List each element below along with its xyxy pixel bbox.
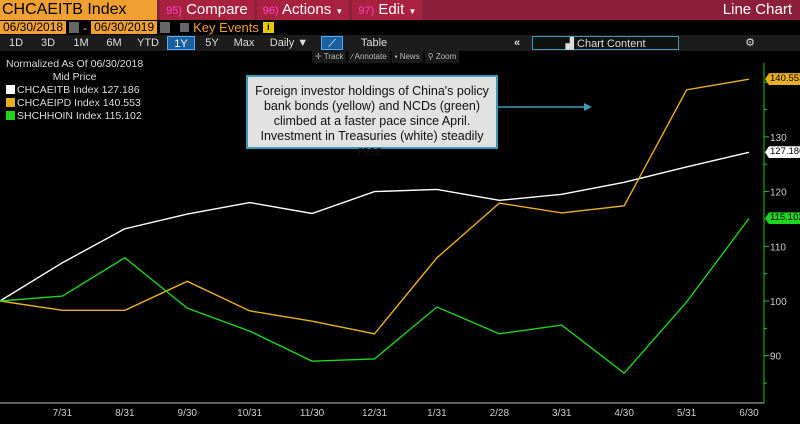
calendar-icon[interactable] (69, 22, 80, 33)
period-6m[interactable]: 6M (106, 37, 122, 49)
calendar-icon[interactable] (160, 22, 171, 33)
last-value-tag: 127.186 (765, 146, 800, 159)
title-bar: CHCAEITB Index 95) Compare 96) Actions ▼… (0, 0, 800, 20)
edit-num: 97) (358, 5, 375, 17)
annotate-label: Annotate (354, 52, 387, 61)
legend-swatch (6, 111, 15, 120)
line-chart-icon[interactable]: ⟋ (321, 36, 343, 50)
legend-name: SHCHHOIN Index (17, 110, 102, 122)
x-tick-label: 8/31 (115, 408, 135, 419)
compare-button[interactable]: 95) Compare (160, 0, 254, 20)
x-tick-label: 9/30 (178, 408, 198, 419)
frequency-dropdown[interactable]: Daily ▼ (269, 37, 309, 49)
x-tick-label: 1/31 (427, 408, 447, 419)
gear-icon[interactable]: ⚙ (745, 37, 755, 49)
legend-value: 127.186 (101, 84, 140, 96)
news-label: News (399, 52, 420, 61)
end-date-field[interactable]: 06/30/2019 (91, 21, 158, 34)
legend-item: SHCHHOIN Index 115.102 (6, 110, 143, 123)
period-5y[interactable]: 5Y (205, 37, 219, 49)
x-tick-label: 3/31 (552, 408, 572, 419)
table-button[interactable]: Table (360, 37, 388, 49)
actions-num: 96) (262, 5, 279, 17)
legend-swatch (6, 85, 15, 94)
chart-subtitle: Normalized As Of 06/30/2018 (6, 58, 144, 70)
track-label: Track (323, 52, 344, 61)
period-bar: 1D 3D 1M 6M YTD 1Y 5Y Max Daily ▼ ⟋ Table « ▟ C… (0, 35, 800, 51)
period-3d[interactable]: 3D (40, 37, 56, 49)
legend-item: CHCAEIPD Index 140.553 (6, 97, 143, 110)
legend: Normalized As Of 06/30/2018 Mid Price CH… (6, 58, 143, 123)
edit-label: Edit (378, 1, 405, 18)
info-icon[interactable]: i (262, 22, 274, 33)
period-1d[interactable]: 1D (8, 37, 24, 49)
chart-content-button[interactable]: ▟ Chart Content (532, 36, 679, 50)
actions-button[interactable]: 96) Actions ▼ (256, 0, 350, 20)
series-line-shchhoin (0, 217, 750, 375)
date-row: 06/30/2018 - 06/30/2019 Key Events i (0, 20, 800, 35)
arrow-head-icon (584, 103, 592, 111)
key-events-label: Key Events (193, 20, 259, 35)
x-tick-label: 12/31 (362, 408, 387, 419)
x-tick-label: 7/31 (53, 408, 73, 419)
legend-item: CHCAEITB Index 127.186 (6, 84, 143, 97)
actions-label: Actions (282, 1, 332, 18)
legend-name: CHCAEIPD Index (17, 97, 100, 109)
x-tick-label: 11/30 (300, 408, 325, 419)
y-tick-label: 90 (770, 352, 782, 363)
series-line-chcaeitb (0, 151, 750, 302)
y-tick-label: 100 (770, 297, 787, 308)
key-events-checkbox[interactable] (180, 23, 190, 32)
view-title: Line Chart (722, 1, 792, 18)
caret-down-icon: ▼ (408, 7, 417, 16)
track-button[interactable]: ✛ Track (312, 51, 347, 63)
x-tick-label: 5/31 (677, 408, 697, 419)
news-button[interactable]: ▪ News (391, 51, 423, 63)
annotate-button[interactable]: ∕ Annotate (348, 51, 390, 63)
last-value-tag: 115.102 (765, 212, 800, 225)
period-ytd[interactable]: YTD (137, 37, 159, 49)
chart-icon: ▟ (565, 38, 578, 50)
y-tick-label: 130 (770, 133, 787, 144)
y-tick-label: 120 (770, 188, 787, 199)
last-value-tag: 140.553 (765, 73, 800, 86)
legend-value: 115.102 (104, 110, 142, 122)
date-separator: - (83, 20, 88, 35)
ticker-field[interactable]: CHCAEITB Index (0, 0, 157, 20)
compare-label: Compare (186, 1, 248, 18)
period-1y[interactable]: 1Y (167, 36, 195, 50)
compare-num: 95) (166, 5, 182, 17)
tool-bar: ✛ Track ∕ Annotate ▪ News ⚲ Zoom (312, 51, 461, 63)
legend-name: CHCAEITB Index (17, 84, 99, 96)
start-date-field[interactable]: 06/30/2018 (0, 21, 67, 34)
x-tick-label: 4/30 (614, 408, 634, 419)
annotation-box[interactable]: Foreign investor holdings of China's pol… (246, 75, 498, 158)
legend-value: 140.553 (102, 97, 141, 109)
x-tick-label: 10/31 (237, 408, 262, 419)
edit-button[interactable]: 97) Edit ▼ (352, 0, 423, 20)
x-tick-label: 2/28 (490, 408, 510, 419)
collapse-button[interactable]: « (513, 37, 521, 49)
y-tick-label: 110 (770, 242, 786, 253)
zoom-label: Zoom (435, 52, 457, 61)
chart-subtitle-2: Mid Price (52, 71, 97, 83)
caret-down-icon: ▼ (335, 7, 344, 16)
x-tick-label: 6/30 (739, 408, 759, 419)
period-1m[interactable]: 1M (73, 37, 89, 49)
chart-content-label: Chart Content (577, 38, 646, 50)
zoom-button[interactable]: ⚲ Zoom (424, 51, 460, 63)
legend-swatch (6, 98, 15, 107)
period-max[interactable]: Max (233, 37, 255, 49)
